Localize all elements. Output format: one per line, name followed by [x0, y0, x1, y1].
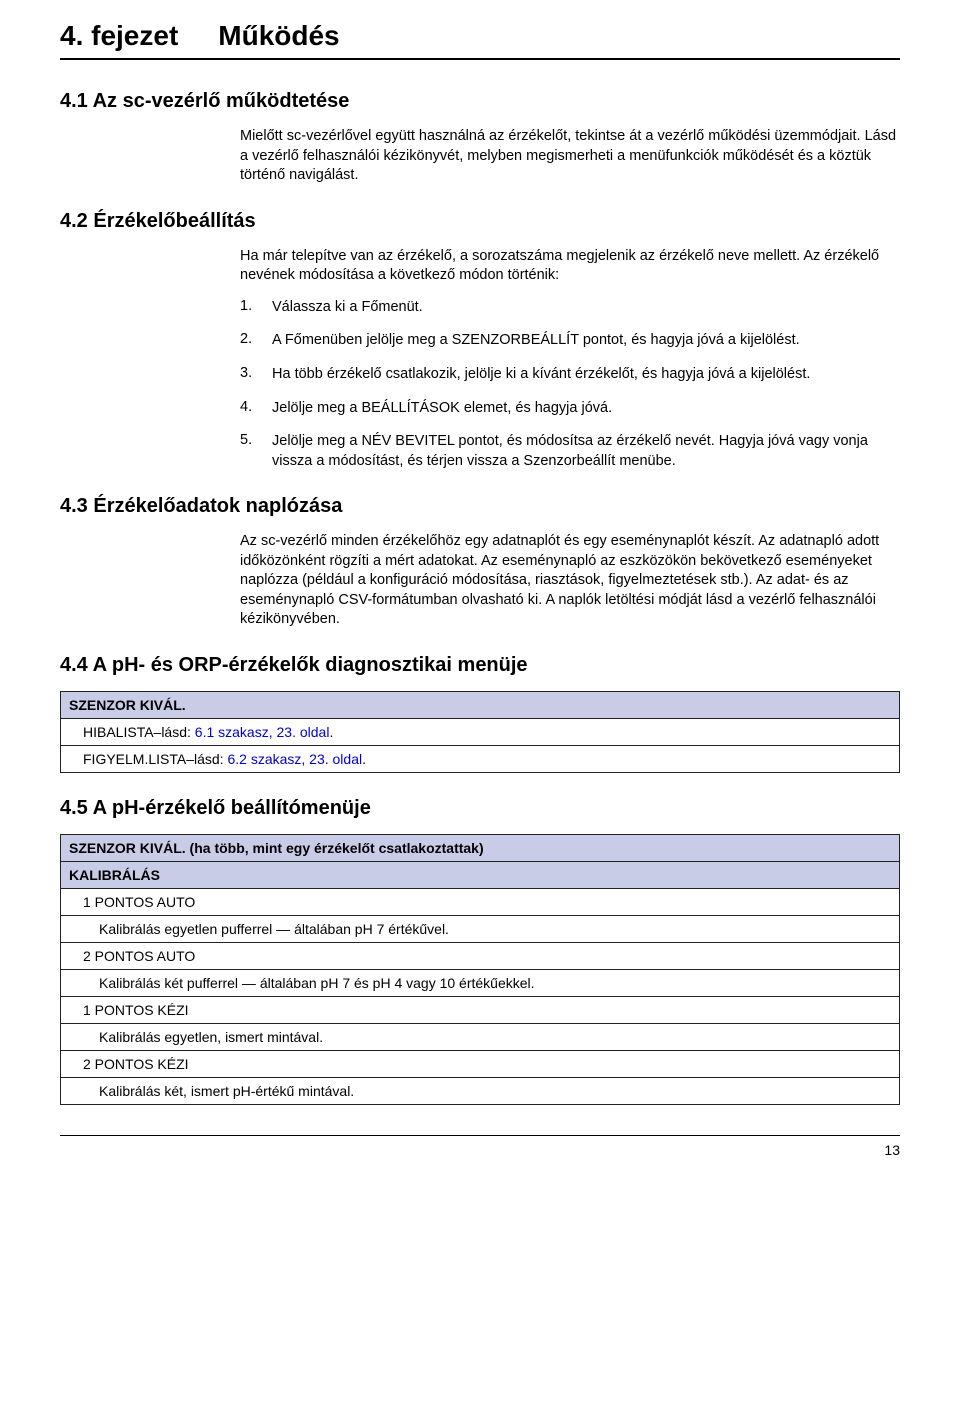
heading-4-3: 4.3 Érzékelőadatok naplózása [60, 495, 900, 518]
menu-row-desc: Kalibrálás egyetlen pufferrel — általába… [61, 916, 900, 943]
step-number: 5. [240, 432, 258, 471]
step-number: 4. [240, 399, 258, 419]
step-row: 5. Jelölje meg a NÉV BEVITEL pontot, és … [240, 432, 900, 471]
menu-row-desc: Kalibrálás két, ismert pH-értékű mintáva… [61, 1078, 900, 1105]
step-row: 3. Ha több érzékelő csatlakozik, jelölje… [240, 365, 900, 385]
para-4-2: Ha már telepítve van az érzékelő, a soro… [240, 247, 900, 286]
chapter-title: Működés [218, 20, 339, 52]
menu-row-desc: Kalibrálás két pufferrel — általában pH … [61, 970, 900, 997]
para-4-3: Az sc-vezérlő minden érzékelőhöz egy ada… [240, 532, 900, 630]
cross-ref-link[interactable]: 6.1 szakasz, 23. oldal [195, 724, 330, 740]
row-text: . [362, 751, 366, 767]
row-text: . [329, 724, 333, 740]
menu-row-label: 2 PONTOS KÉZI [61, 1051, 900, 1078]
section-4-4: 4.4 A pH- és ORP-érzékelők diagnosztikai… [60, 654, 900, 773]
step-number: 3. [240, 365, 258, 385]
step-row: 4. Jelölje meg a BEÁLLÍTÁSOK elemet, és … [240, 399, 900, 419]
menu-header: SZENZOR KIVÁL. (ha több, mint egy érzéke… [61, 835, 900, 862]
step-number: 1. [240, 298, 258, 318]
menu-row-label: 2 PONTOS AUTO [61, 943, 900, 970]
menu-row-label: 1 PONTOS KÉZI [61, 997, 900, 1024]
heading-4-2: 4.2 Érzékelőbeállítás [60, 210, 900, 233]
menu-header: KALIBRÁLÁS [61, 862, 900, 889]
page-number: 13 [60, 1135, 900, 1158]
heading-4-5: 4.5 A pH-érzékelő beállítómenüje [60, 797, 900, 820]
step-text: Ha több érzékelő csatlakozik, jelölje ki… [272, 365, 810, 385]
menu-row: FIGYELM.LISTA–lásd: 6.2 szakasz, 23. old… [61, 746, 900, 773]
menu-row-desc: Kalibrálás egyetlen, ismert mintával. [61, 1024, 900, 1051]
steps-4-2: 1. Válassza ki a Főmenüt. 2. A Főmenüben… [240, 298, 900, 471]
step-number: 2. [240, 331, 258, 351]
settings-menu-table: SZENZOR KIVÁL. (ha több, mint egy érzéke… [60, 834, 900, 1105]
diag-menu-table: SZENZOR KIVÁL. HIBALISTA–lásd: 6.1 szaka… [60, 691, 900, 773]
step-text: Jelölje meg a NÉV BEVITEL pontot, és mód… [272, 432, 900, 471]
section-4-3: 4.3 Érzékelőadatok naplózása Az sc-vezér… [60, 495, 900, 630]
chapter-number: 4. fejezet [60, 20, 178, 52]
step-row: 2. A Főmenüben jelölje meg a SZENZORBEÁL… [240, 331, 900, 351]
step-row: 1. Válassza ki a Főmenüt. [240, 298, 900, 318]
heading-4-1: 4.1 Az sc-vezérlő működtetése [60, 90, 900, 113]
section-4-1: 4.1 Az sc-vezérlő működtetése Mielőtt sc… [60, 90, 900, 186]
cross-ref-link[interactable]: 6.2 szakasz, 23. oldal [227, 751, 362, 767]
row-text: FIGYELM.LISTA–lásd: [83, 751, 227, 767]
step-text: A Főmenüben jelölje meg a SZENZORBEÁLLÍT… [272, 331, 800, 351]
step-text: Jelölje meg a BEÁLLÍTÁSOK elemet, és hag… [272, 399, 612, 419]
section-4-2: 4.2 Érzékelőbeállítás Ha már telepítve v… [60, 210, 900, 472]
chapter-header: 4. fejezet Működés [60, 20, 900, 60]
row-text: HIBALISTA–lásd: [83, 724, 195, 740]
menu-header: SZENZOR KIVÁL. [61, 692, 900, 719]
para-4-1: Mielőtt sc-vezérlővel együtt használná a… [240, 127, 900, 186]
step-text: Válassza ki a Főmenüt. [272, 298, 423, 318]
heading-4-4: 4.4 A pH- és ORP-érzékelők diagnosztikai… [60, 654, 900, 677]
section-4-5: 4.5 A pH-érzékelő beállítómenüje SZENZOR… [60, 797, 900, 1105]
menu-row-label: 1 PONTOS AUTO [61, 889, 900, 916]
menu-row: HIBALISTA–lásd: 6.1 szakasz, 23. oldal. [61, 719, 900, 746]
